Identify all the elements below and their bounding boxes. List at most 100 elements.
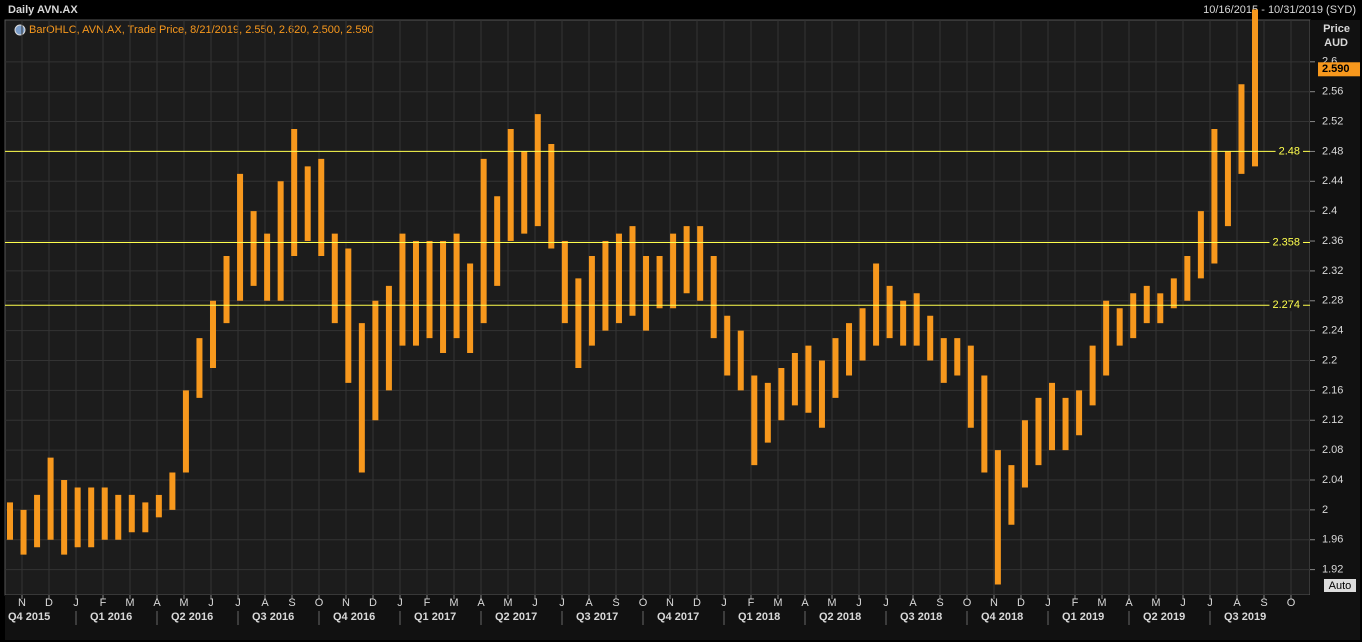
quarter-label: Q2 2017	[495, 611, 537, 623]
y-tick-label: 2.56	[1322, 86, 1343, 98]
x-tick-label: M	[125, 597, 134, 609]
quarter-label: Q3 2018	[900, 611, 942, 623]
x-axis-area	[5, 595, 1360, 640]
x-tick-label: M	[179, 597, 188, 609]
y-tick-label: 1.92	[1322, 564, 1343, 576]
legend-icon[interactable]	[14, 24, 26, 36]
y-tick-label: 2.28	[1322, 295, 1343, 307]
x-tick-label: J	[721, 597, 727, 609]
x-tick-label: N	[18, 597, 26, 609]
x-tick-label: F	[100, 597, 107, 609]
y-tick-label: 2.48	[1322, 145, 1343, 157]
x-tick-label: O	[315, 597, 324, 609]
x-tick-label: F	[424, 597, 431, 609]
x-tick-label: M	[1097, 597, 1106, 609]
x-tick-label: A	[801, 597, 809, 609]
x-tick-label: M	[503, 597, 512, 609]
y-tick-label: 2.2	[1322, 354, 1337, 366]
level-label-bg	[1275, 145, 1303, 158]
level-label-bg	[1269, 299, 1303, 312]
x-tick-label: S	[288, 597, 295, 609]
last-price-tag	[1318, 62, 1360, 77]
quarter-label: Q2 2016	[171, 611, 213, 623]
y-axis-area	[1310, 20, 1360, 595]
x-tick-label: M	[773, 597, 782, 609]
y-tick-label: 2.32	[1322, 265, 1343, 277]
x-tick-label: O	[1287, 597, 1296, 609]
last-price-label: 2.590	[1322, 63, 1350, 75]
x-tick-label: A	[1125, 597, 1133, 609]
quarter-label: Q1 2019	[1062, 611, 1104, 623]
x-tick-label: D	[369, 597, 377, 609]
x-tick-label: J	[1045, 597, 1051, 609]
y-tick-label: 2	[1322, 504, 1328, 516]
x-tick-label: F	[748, 597, 755, 609]
x-tick-label: N	[666, 597, 674, 609]
quarter-label: Q3 2019	[1224, 611, 1266, 623]
x-tick-label: A	[261, 597, 269, 609]
y-tick-label: 2.24	[1322, 325, 1343, 337]
x-tick-label: J	[1207, 597, 1213, 609]
y-tick-label: 2.4	[1322, 205, 1337, 217]
x-tick-label: S	[612, 597, 619, 609]
quarter-label: Q4 2015	[8, 611, 50, 623]
x-tick-label: O	[963, 597, 972, 609]
x-tick-label: J	[235, 597, 241, 609]
y-tick-label: 2.08	[1322, 444, 1343, 456]
quarter-label: Q4 2016	[333, 611, 375, 623]
x-tick-label: J	[397, 597, 403, 609]
x-tick-label: A	[585, 597, 593, 609]
y-tick-label: 2.44	[1322, 175, 1343, 187]
y-tick-label: 2.16	[1322, 384, 1343, 396]
x-tick-label: D	[45, 597, 53, 609]
level-label: 2.48	[1279, 145, 1300, 157]
x-tick-label: O	[639, 597, 648, 609]
y-tick-label: 2.04	[1322, 474, 1343, 486]
x-tick-label: D	[693, 597, 701, 609]
quarter-label: Q2 2018	[819, 611, 861, 623]
x-tick-label: N	[990, 597, 998, 609]
date-range: 10/16/2015 - 10/31/2019 (SYD)	[1203, 4, 1356, 16]
quarter-label: Q2 2019	[1143, 611, 1185, 623]
x-tick-label: M	[1151, 597, 1160, 609]
y-tick-label: 1.96	[1322, 534, 1343, 546]
y-tick-label: 2.36	[1322, 235, 1343, 247]
y-tick-label: 2.6	[1322, 56, 1337, 68]
x-tick-label: J	[73, 597, 79, 609]
auto-button-label[interactable]: Auto	[1329, 580, 1352, 592]
quarter-label: Q4 2018	[981, 611, 1023, 623]
y-tick-label: 2.12	[1322, 414, 1343, 426]
x-tick-label: A	[1233, 597, 1241, 609]
x-tick-label: J	[856, 597, 862, 609]
quarter-label: Q1 2017	[414, 611, 456, 623]
x-tick-label: A	[153, 597, 161, 609]
auto-button[interactable]	[1324, 579, 1356, 592]
x-tick-label: A	[909, 597, 917, 609]
quarter-label: Q4 2017	[657, 611, 699, 623]
quarter-label: Q1 2018	[738, 611, 780, 623]
legend-text: BarOHLC, AVN.AX, Trade Price, 8/21/2019,…	[29, 24, 374, 36]
x-tick-label: M	[827, 597, 836, 609]
x-tick-label: J	[532, 597, 538, 609]
y-axis-label: Price	[1323, 23, 1350, 35]
x-tick-label: M	[449, 597, 458, 609]
x-tick-label: J	[559, 597, 565, 609]
x-tick-label: F	[1072, 597, 1079, 609]
y-axis-unit: AUD	[1324, 37, 1348, 49]
y-tick-label: 2.52	[1322, 115, 1343, 127]
quarter-label: Q3 2016	[252, 611, 294, 623]
x-tick-label: J	[883, 597, 889, 609]
x-tick-label: J	[208, 597, 214, 609]
quarter-label: Q1 2016	[90, 611, 132, 623]
chart-title: Daily AVN.AX	[8, 4, 78, 16]
x-tick-label: D	[1017, 597, 1025, 609]
x-tick-label: S	[936, 597, 943, 609]
x-tick-label: J	[1180, 597, 1186, 609]
x-tick-label: S	[1260, 597, 1267, 609]
x-tick-label: A	[477, 597, 485, 609]
quarter-label: Q3 2017	[576, 611, 618, 623]
level-label: 2.274	[1272, 299, 1300, 311]
level-label-bg	[1269, 236, 1303, 249]
level-label: 2.358	[1272, 236, 1300, 248]
